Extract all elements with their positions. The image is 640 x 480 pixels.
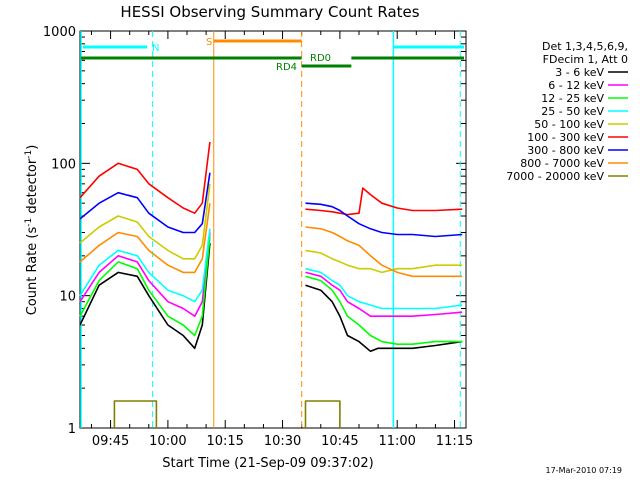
legend-label-1: 6 - 12 keV [548,79,604,92]
x-tick-label: 09:45 [92,434,129,449]
chart-title: HESSI Observing Summary Count Rates [120,3,419,21]
axis-ticks: 09:45 10:00 10:15 10:30 10:45 11:00 11:15 1 10 10… [43,25,473,449]
y-tick-label: 10 [59,290,76,305]
series-line-8-seg1 [113,400,158,428]
series-line-1-seg1 [79,232,211,317]
x-tick-label: 10:45 [321,434,358,449]
timestamp-label: 17-Mar-2010 07:19 [546,466,623,475]
legend-label-3: 25 - 50 keV [541,105,604,118]
rd0-label: RD0 [310,53,331,64]
legend: Det 1,3,4,5,6,9,FDecim 1, Att 03 - 6 keV… [506,40,628,183]
series-line-3-seg2 [305,267,463,310]
legend-header-1: FDecim 1, Att 0 [543,53,628,66]
x-axis-label: Start Time (21-Sep-09 09:37:02) [162,456,373,471]
series-line-0-seg1 [79,242,211,350]
y-tick-label: 100 [51,157,76,172]
saa-label: S [206,37,212,48]
legend-label-0: 3 - 6 keV [555,66,604,79]
legend-label-7: 800 - 7000 keV [520,157,604,170]
n-label: N [152,43,159,54]
x-tick-label: 10:30 [264,434,301,449]
series-line-6-seg1 [79,172,211,234]
series-line-7-seg1 [79,203,211,274]
x-tick-label: 11:15 [436,434,473,449]
series-line-5-seg1 [79,141,211,214]
series-line-5-seg2 [305,187,463,216]
y-tick-label: 1 [68,422,76,437]
series-line-6-seg2 [305,202,463,238]
x-tick-label: 11:00 [378,434,415,449]
series-line-2-seg1 [79,236,211,337]
series-group [79,141,463,428]
x-tick-label: 10:00 [149,434,186,449]
rd4-label: RD4 [276,62,297,73]
legend-label-5: 100 - 300 keV [527,131,604,144]
series-line-3-seg1 [79,228,211,303]
region-markers: N S RD0 RD4 [80,31,464,428]
x-tick-label: 10:15 [206,434,243,449]
legend-label-8: 7000 - 20000 keV [506,170,604,183]
y-axis-label: Count Rate (s-1 detector-1) [24,145,40,316]
legend-label-2: 12 - 25 keV [541,92,604,105]
series-line-4-seg2 [305,249,463,274]
legend-header-0: Det 1,3,4,5,6,9, [542,40,628,53]
series-line-0-seg2 [305,284,463,353]
series-line-2-seg2 [305,275,463,345]
series-line-1-seg2 [305,271,463,317]
legend-label-6: 300 - 800 keV [527,144,604,157]
series-line-7-seg2 [305,226,463,278]
series-line-4-seg1 [79,183,211,260]
legend-label-4: 50 - 100 keV [534,118,604,131]
series-line-8-seg2 [304,400,341,428]
plot-frame [79,30,467,429]
y-tick-label: 1000 [43,25,76,40]
